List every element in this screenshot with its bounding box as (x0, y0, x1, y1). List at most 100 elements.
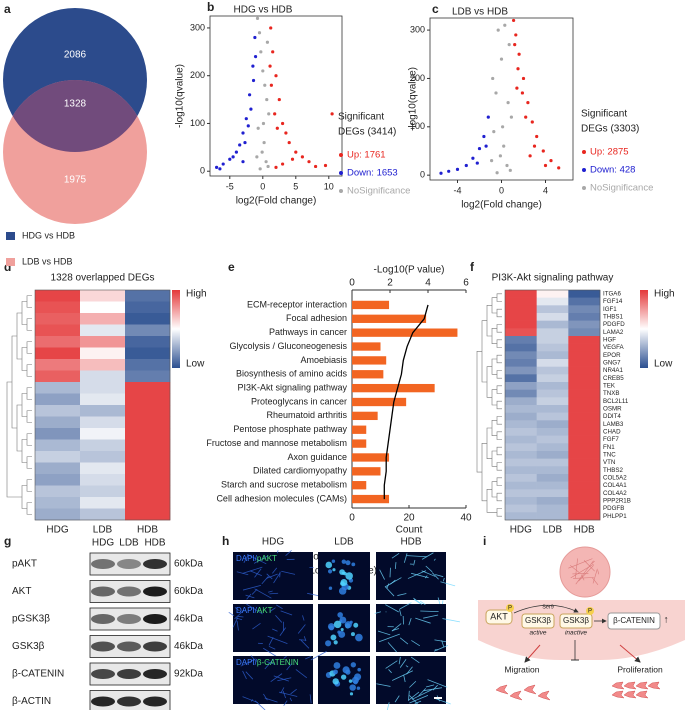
point (257, 31, 262, 35)
dendrogram (481, 320, 487, 383)
venn-count: 1328 (64, 99, 87, 110)
fiber (408, 690, 410, 701)
heatmap-cell (80, 451, 126, 463)
fiber (385, 586, 395, 597)
heatmap-cell (505, 374, 537, 383)
fiber (399, 609, 402, 617)
fiber (240, 658, 256, 667)
blot-band (143, 586, 167, 597)
heatmap-cell (125, 416, 171, 429)
dendrogram (476, 351, 482, 473)
cell (509, 690, 523, 701)
dendrogram (496, 508, 502, 517)
heatmap-cell (505, 343, 537, 352)
x-tick-label: 0 (349, 513, 355, 524)
heatmap-cell (505, 435, 537, 444)
fiber (376, 683, 391, 687)
heatmap-cell (125, 336, 171, 348)
cell (611, 681, 625, 690)
blot-protein: pGSK3β (12, 614, 50, 625)
fiber (390, 579, 396, 585)
dish-fiber (592, 577, 599, 586)
fiber (282, 690, 286, 699)
fiber (234, 607, 240, 612)
heatmap-cell (125, 290, 171, 302)
blot-band (143, 641, 167, 652)
blot-band (117, 614, 141, 624)
heatmap-cell (125, 347, 171, 360)
bar (352, 481, 367, 490)
point (532, 144, 537, 148)
point (509, 115, 513, 119)
dish-fiber (597, 570, 600, 575)
heatmap-cell (505, 382, 537, 390)
fiber (413, 597, 423, 605)
heatmap-cell (536, 458, 569, 467)
point (495, 171, 499, 175)
dendrogram (26, 387, 32, 400)
legend-marker (339, 189, 343, 193)
heatmap-cell (536, 313, 569, 321)
blot-size: 60kDa (174, 586, 203, 597)
point (486, 115, 490, 119)
heatmap-cell (125, 508, 171, 521)
fiber (283, 700, 288, 706)
point (464, 163, 468, 168)
heatmap-cell (125, 462, 171, 475)
legend-label: NoSignificance (590, 183, 653, 194)
point (251, 64, 255, 68)
fiber (263, 647, 278, 658)
fiber (300, 639, 310, 649)
node-box (485, 609, 513, 625)
point (231, 155, 235, 159)
fiber (385, 660, 398, 669)
legend-title: DEGs (3414) (338, 127, 396, 138)
colorbar (172, 290, 180, 368)
row-label: VEGFA (603, 344, 625, 351)
heatmap-cell (80, 508, 126, 521)
panel-letter: i (483, 534, 486, 548)
scale-bar (434, 697, 442, 699)
cell-nucleus (344, 621, 352, 629)
fiber (235, 617, 243, 621)
marker: AKT (257, 606, 273, 615)
stain: DAPI/ (236, 606, 258, 615)
point (274, 74, 278, 78)
column-label: HDG (46, 525, 68, 536)
heatmap-cell (35, 347, 81, 360)
cell-nucleus (354, 673, 362, 681)
fiber (407, 691, 420, 701)
bar (352, 439, 367, 448)
heatmap-cell (80, 336, 126, 348)
cell-nucleus (330, 634, 337, 641)
outcome-label: Migration (505, 664, 540, 674)
cell-nucleus (345, 560, 351, 566)
point (496, 28, 500, 32)
arrow (619, 644, 641, 663)
bar (352, 328, 458, 337)
heatmap-cell (125, 301, 171, 314)
dish-fiber (568, 558, 593, 569)
point (557, 166, 561, 170)
row-label: THBS1 (603, 313, 624, 320)
fiber (377, 630, 391, 636)
heatmap-cell (80, 416, 126, 429)
cell-nucleus (333, 640, 338, 645)
cell-nucleus (333, 662, 341, 669)
row-label: DDIT4 (603, 413, 621, 420)
legend-title: DEGs (3303) (581, 124, 639, 135)
dendrogram (491, 420, 497, 436)
category-label: Dilated cardiomyopathy (253, 466, 348, 476)
fiber (409, 695, 418, 705)
node-label: GSK3β (563, 616, 589, 625)
heatmap-cell (536, 466, 569, 475)
heatmap-cell (35, 416, 81, 429)
legend-label: NoSignificance (347, 186, 410, 197)
dendrogram (21, 439, 27, 463)
cell-nucleus (337, 630, 341, 634)
dendrogram (496, 370, 502, 379)
cell (635, 690, 649, 699)
heatmap-cell (568, 497, 601, 505)
point (265, 40, 270, 44)
